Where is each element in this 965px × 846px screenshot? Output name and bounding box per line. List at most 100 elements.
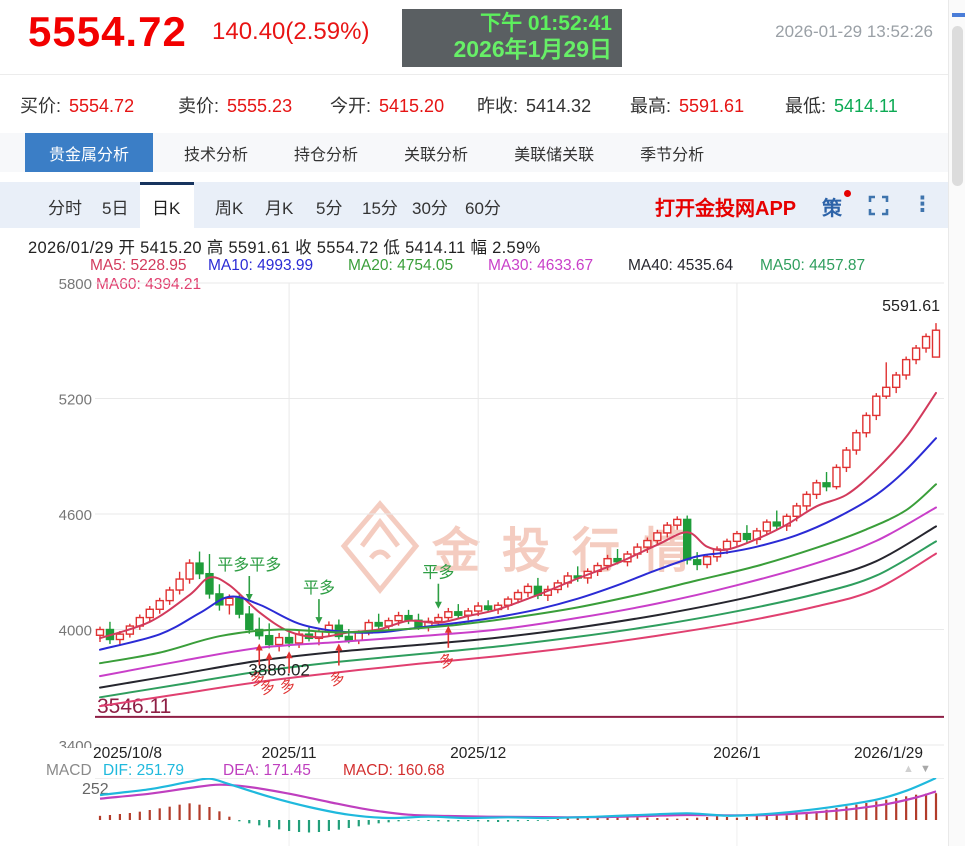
ma-legend-item: MA30: 4633.67 — [488, 257, 594, 274]
timeframe-5日[interactable]: 5日 — [102, 199, 129, 218]
chart-nav-down-icon[interactable]: ▼ — [920, 763, 931, 775]
candle-body — [772, 521, 781, 527]
candle-body — [145, 608, 154, 619]
strategy-icon[interactable]: 策 — [822, 198, 842, 220]
timeframe-分时[interactable]: 分时 — [48, 199, 82, 218]
ma-line-ma50 — [99, 540, 937, 699]
candle-body — [523, 585, 533, 594]
quote-label: 今开: — [330, 96, 372, 116]
timeframe-日K[interactable]: 日K — [152, 199, 181, 218]
signal-up-arrowhead-icon — [335, 643, 343, 651]
candle-body — [702, 556, 712, 566]
ma-legend-item: MA50: 4457.87 — [760, 257, 866, 274]
candle-body — [782, 515, 791, 527]
tab-analysis-2[interactable]: 持仓分析 — [294, 146, 359, 164]
market-clock: 下午 01:52:41 2026年1月29日 — [402, 9, 622, 67]
candle-body — [404, 614, 413, 621]
macd-chart[interactable] — [0, 778, 948, 846]
ma-line-ma30 — [99, 506, 937, 678]
scroll-position-marker — [952, 13, 965, 17]
timeframe-bar: 分时 5日 日K 周K 月K 5分 15分 30分 60分 打开金投网APP 策 ⋮ — [0, 182, 948, 228]
signal-down-arrowhead-icon — [245, 594, 253, 602]
tab-analysis-3[interactable]: 关联分析 — [404, 146, 469, 164]
macd-dif-line — [99, 778, 937, 820]
macd-dea-line — [99, 783, 937, 819]
candle-body — [891, 374, 901, 389]
candle-body — [344, 635, 354, 641]
tab-analysis-5[interactable]: 季节分析 — [640, 146, 705, 164]
quote-label: 最高: — [630, 96, 672, 116]
chart-nav-up-icon[interactable]: ▲ — [903, 763, 914, 775]
candle-body — [374, 621, 383, 627]
quote-bar: 买价: 5554.72 卖价: 5555.23 今开: 5415.20 昨收: 5414.32… — [0, 88, 948, 122]
ma-line-ma40 — [99, 525, 937, 689]
candle-body — [245, 613, 254, 631]
open-app-link[interactable]: 打开金投网APP — [655, 198, 797, 220]
candle-body — [921, 335, 931, 349]
candle-body — [852, 432, 861, 451]
fullscreen-icon[interactable] — [868, 195, 889, 221]
candle-body — [483, 605, 493, 611]
candle-body — [195, 562, 204, 575]
tab-precious-metal-analysis[interactable]: 贵金属分析 — [25, 133, 154, 172]
y-axis-label: 3400 — [59, 738, 92, 748]
signal-up-arrowhead-icon — [444, 625, 452, 633]
candle-body — [473, 605, 483, 612]
candle-body — [911, 347, 921, 361]
ma-line-ma10 — [99, 437, 937, 651]
timeframe-5分[interactable]: 5分 — [316, 199, 343, 218]
candlestick-chart[interactable]: 580052004600400034003546.11平多平多平多平多多多多多多… — [0, 276, 948, 748]
signal-down-arrowhead-icon — [434, 601, 442, 609]
candle-body — [722, 540, 732, 550]
signal-open-long-label: 多 — [248, 669, 268, 690]
candle-body — [872, 395, 881, 417]
timeframe-周K[interactable]: 周K — [215, 199, 244, 218]
scrollbar-thumb[interactable] — [952, 26, 963, 186]
x-axis-labels: 2025/10/8 2025/11 2025/12 2026/1 2026/1/29 ▲ ▼ — [0, 745, 948, 775]
quote-value: 5555.23 — [227, 96, 293, 116]
ma-legend-item: MA10: 4993.99 — [208, 257, 314, 274]
ma-legend-item: MA20: 4754.05 — [348, 257, 454, 274]
tab-analysis-1[interactable]: 技术分析 — [184, 146, 249, 164]
ma60-legend: MA60: 4394.21 — [96, 276, 202, 293]
tab-analysis-4[interactable]: 美联储关联 — [514, 146, 595, 164]
candle-body — [513, 591, 523, 600]
macd-hist-value: MACD: 160.68 — [343, 762, 445, 779]
candle-body — [284, 636, 294, 644]
signal-close-long-label: 平多平多 — [217, 556, 281, 574]
signal-close-long-label: 平多 — [422, 564, 454, 582]
timeframe-60分[interactable]: 60分 — [465, 199, 501, 218]
y-axis-label: 5200 — [59, 392, 92, 409]
latest-price: 5554.72 — [28, 8, 187, 55]
x-axis-tick: 2026/1/29 — [854, 745, 923, 762]
price-change: 140.40(2.59%) — [212, 18, 370, 45]
candle-body — [792, 505, 801, 518]
candle-body — [444, 611, 453, 619]
candle-body — [882, 386, 891, 397]
support-line-label: 3546.11 — [97, 695, 171, 718]
timeframe-active-highlight — [140, 182, 194, 228]
y-axis-label: 5800 — [59, 276, 92, 293]
timeframe-15分[interactable]: 15分 — [362, 199, 398, 218]
signal-open-long-label: 多 — [278, 677, 298, 698]
candle-body — [115, 633, 125, 641]
macd-legend: MACD DIF: 251.79 DEA: 171.45 MACD: 160.6… — [0, 762, 948, 779]
candle-body — [842, 449, 851, 469]
quote-value: 5414.32 — [526, 96, 592, 116]
signal-close-long-label: 平多 — [303, 579, 335, 597]
ma-legend-item: MA5: 5228.95 — [90, 257, 187, 274]
timeframe-月K[interactable]: 月K — [265, 199, 294, 218]
scrollbar-track[interactable] — [948, 0, 965, 846]
candle-body — [165, 589, 174, 602]
candle-body — [931, 329, 941, 358]
candle-body — [822, 482, 831, 488]
notification-dot — [844, 190, 851, 197]
x-axis-tick: 2025/10/8 — [93, 745, 162, 762]
candle-body — [264, 634, 274, 646]
candle-body — [185, 562, 194, 580]
candle-body — [454, 611, 463, 616]
ma-line-ma20 — [99, 483, 937, 665]
timeframe-30分[interactable]: 30分 — [412, 199, 448, 218]
more-menu-icon[interactable]: ⋮ — [912, 193, 933, 216]
